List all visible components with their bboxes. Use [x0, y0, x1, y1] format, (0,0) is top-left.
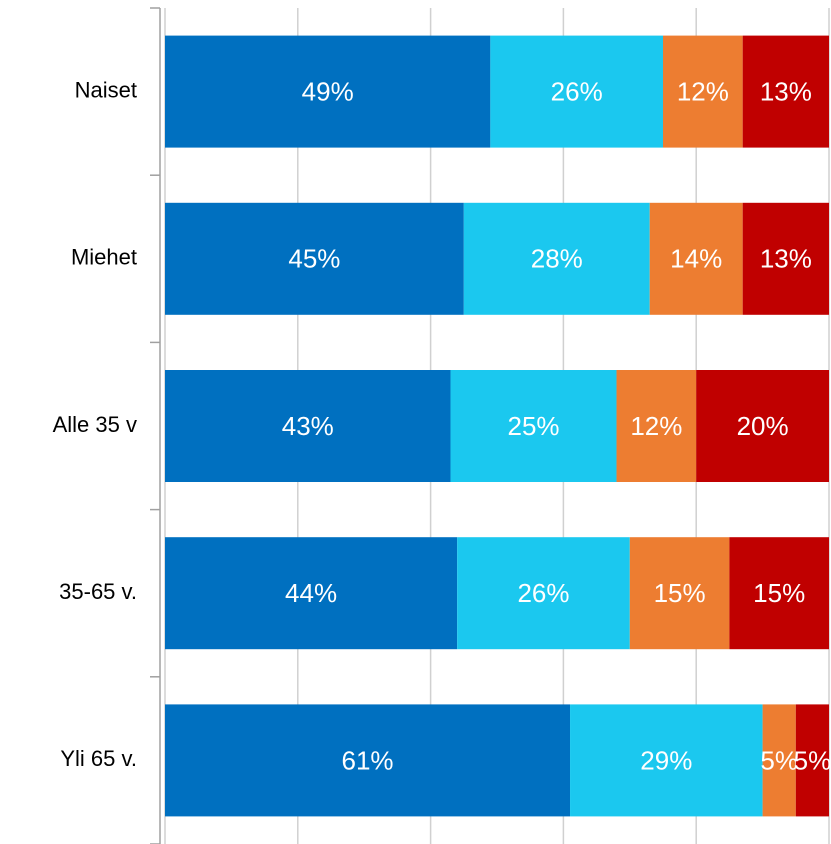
bar-segment [463, 202, 650, 315]
data-label: 25% [507, 411, 559, 441]
y-tick-label: Miehet [71, 245, 137, 270]
data-label: 44% [285, 578, 337, 608]
bar-segment [629, 537, 730, 650]
data-label: 13% [760, 76, 812, 106]
bar-segment [742, 202, 829, 315]
bar-segment [490, 35, 663, 148]
y-tick-label: Yli 65 v. [60, 746, 137, 771]
data-label: 61% [341, 745, 393, 775]
y-tick-label: 35-65 v. [59, 579, 137, 604]
data-label: 43% [282, 411, 334, 441]
data-label: 5% [794, 745, 831, 775]
data-label: 15% [753, 578, 805, 608]
data-label: 26% [551, 76, 603, 106]
bar-segment [165, 704, 571, 817]
bar-segment [762, 704, 796, 817]
data-label: 15% [654, 578, 706, 608]
bar-segment [457, 537, 630, 650]
bar-segment [795, 704, 829, 817]
bar-segment [649, 202, 743, 315]
bar-segment [165, 202, 464, 315]
data-label: 28% [531, 244, 583, 274]
data-label: 12% [677, 76, 729, 106]
bar-segment [165, 35, 491, 148]
data-label: 20% [737, 411, 789, 441]
y-tick-label: Naiset [75, 77, 137, 102]
bar-segment [729, 537, 829, 650]
y-tick-label: Alle 35 v [53, 412, 137, 437]
bar-segment [165, 537, 458, 650]
data-label: 5% [760, 745, 798, 775]
data-label: 49% [302, 76, 354, 106]
data-label: 12% [630, 411, 682, 441]
data-label: 13% [760, 244, 812, 274]
bar-segment [696, 370, 829, 482]
bar-segment [165, 370, 451, 482]
data-label: 26% [517, 578, 569, 608]
bar-segment [742, 35, 829, 148]
bar-segment [450, 370, 617, 482]
data-label: 45% [288, 244, 340, 274]
bar-segment [616, 370, 697, 482]
bar-segment [663, 35, 743, 148]
bar-segment [570, 704, 763, 817]
data-label: 29% [640, 745, 692, 775]
data-label: 14% [670, 244, 722, 274]
